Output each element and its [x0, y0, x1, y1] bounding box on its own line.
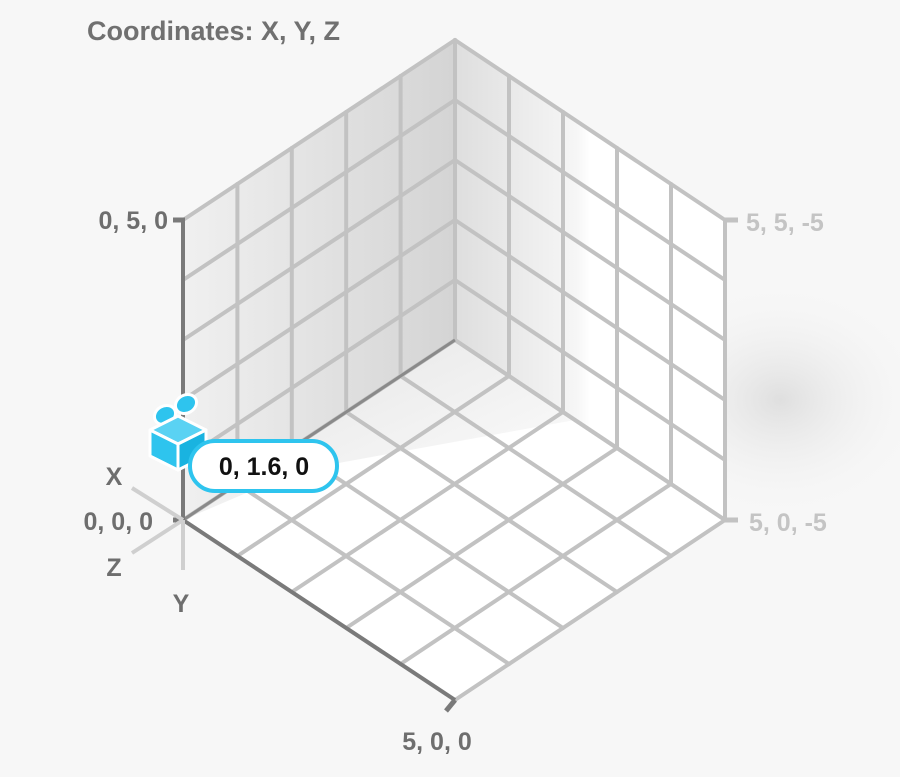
corner-label-top-right: 5, 5, -5 — [746, 209, 824, 237]
corner-label-origin: 0, 0, 0 — [84, 508, 154, 536]
back-wall-horizontal-line — [453, 218, 727, 402]
left-wall-horizontal-line — [181, 278, 457, 462]
back-wall-horizontal-line — [453, 158, 727, 342]
back-wall-panel — [455, 40, 725, 520]
floor-line-b — [289, 446, 565, 630]
marker-label-pill — [188, 439, 339, 493]
axis-label-z: Z — [106, 554, 121, 582]
tick-bottom — [444, 698, 457, 713]
marker-label-text: 0, 1.6, 0 — [219, 453, 309, 481]
floor-line-b — [453, 338, 727, 522]
floor-line-b — [398, 374, 673, 558]
left-wall-panel — [183, 40, 455, 520]
axis-label-y: Y — [173, 590, 190, 618]
floor-line-a — [289, 410, 565, 594]
left-wall-horizontal-line — [181, 98, 457, 282]
corner-label-top-left: 0, 5, 0 — [99, 207, 169, 235]
axis-indicator — [130, 486, 185, 570]
left-wall-horizontal-line — [181, 158, 457, 342]
floor-line-b — [235, 482, 511, 666]
marker-label[interactable]: 0, 1.6, 0 — [188, 439, 339, 493]
box-with-bow-icon[interactable] — [148, 391, 208, 472]
axis-label-x: X — [106, 463, 123, 491]
back-wall-horizontal-line — [453, 278, 727, 462]
floor-line-b — [344, 410, 619, 594]
floor-line-a — [235, 374, 511, 558]
floor-line-a — [344, 446, 619, 630]
title: Coordinates: X, Y, Z — [87, 16, 340, 46]
left-wall-horizontal-line — [181, 218, 457, 402]
back-wall-horizontal-line — [453, 38, 727, 222]
floor-line-a — [453, 518, 727, 702]
x-axis-line — [181, 518, 457, 702]
corner-label-right: 5, 0, -5 — [749, 509, 827, 537]
back-wall-horizontal-line — [453, 98, 727, 282]
corner-label-bottom: 5, 0, 0 — [402, 728, 472, 756]
left-wall-horizontal-line — [181, 38, 457, 222]
floor-line-a — [398, 482, 673, 666]
